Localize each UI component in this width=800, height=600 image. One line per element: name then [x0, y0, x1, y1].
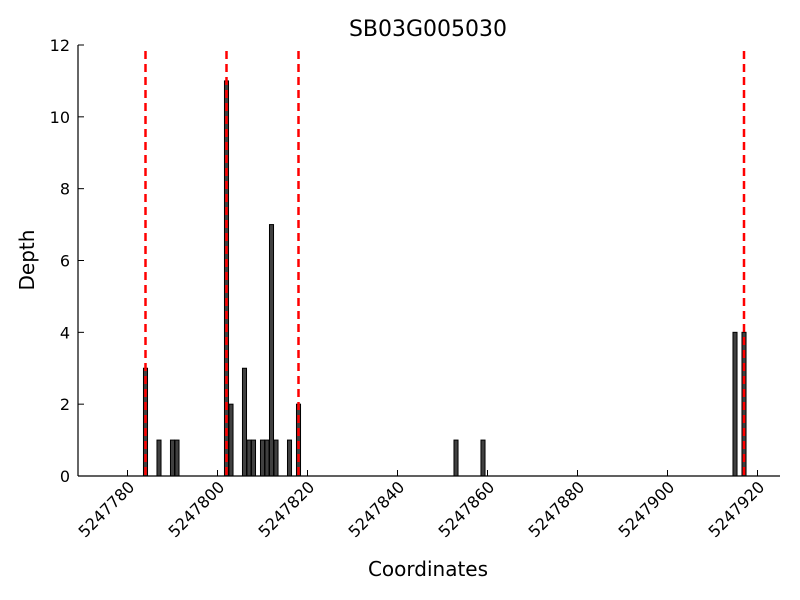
x-tick-label: 5247900: [615, 477, 679, 541]
depth-bar: [228, 403, 234, 477]
depth-bar: [259, 439, 266, 477]
x-tick-label: 5247860: [435, 477, 499, 541]
y-tick-label: 2: [60, 395, 70, 414]
y-ticks-group: 0 2 4 6 8 10 12: [50, 36, 84, 486]
depth-bar: [732, 331, 738, 477]
depth-bar: [156, 439, 162, 477]
depth-bar: [246, 439, 252, 477]
depth-bar: [286, 439, 293, 477]
depth-bar: [241, 367, 248, 477]
y-tick-label: 0: [60, 467, 70, 486]
y-axis-label: Depth: [15, 230, 39, 291]
depth-bar: [174, 439, 180, 477]
depth-bar: [453, 439, 459, 477]
x-tick-label: 5247820: [255, 477, 319, 541]
x-tick-label: 5247880: [525, 477, 589, 541]
y-tick-label: 4: [60, 323, 70, 342]
boundary-lines-group: [144, 51, 746, 476]
depth-bar: [480, 439, 486, 477]
x-tick-label: 5247920: [705, 477, 769, 541]
y-tick-label: 10: [50, 108, 70, 127]
depth-bar: [264, 439, 270, 477]
depth-bar: [295, 403, 302, 477]
x-tick-label: 5247840: [345, 477, 409, 541]
x-tick-label: 5247800: [165, 477, 229, 541]
depth-bar: [273, 439, 279, 477]
x-tick-label: 5247780: [75, 477, 139, 541]
y-tick-label: 12: [50, 36, 70, 55]
x-ticks-group: 5247780 5247800 5247820 5247840 5247860 52478…: [75, 470, 769, 541]
y-tick-label: 6: [60, 252, 70, 271]
chart-title: SB03G005030: [349, 17, 507, 42]
x-axis-label: Coordinates: [368, 557, 488, 581]
y-tick-label: 8: [60, 180, 70, 199]
depth-bar: [250, 439, 257, 477]
bars-group: [142, 80, 747, 477]
depth-bar: [268, 224, 275, 477]
depth-bar: [169, 439, 176, 477]
